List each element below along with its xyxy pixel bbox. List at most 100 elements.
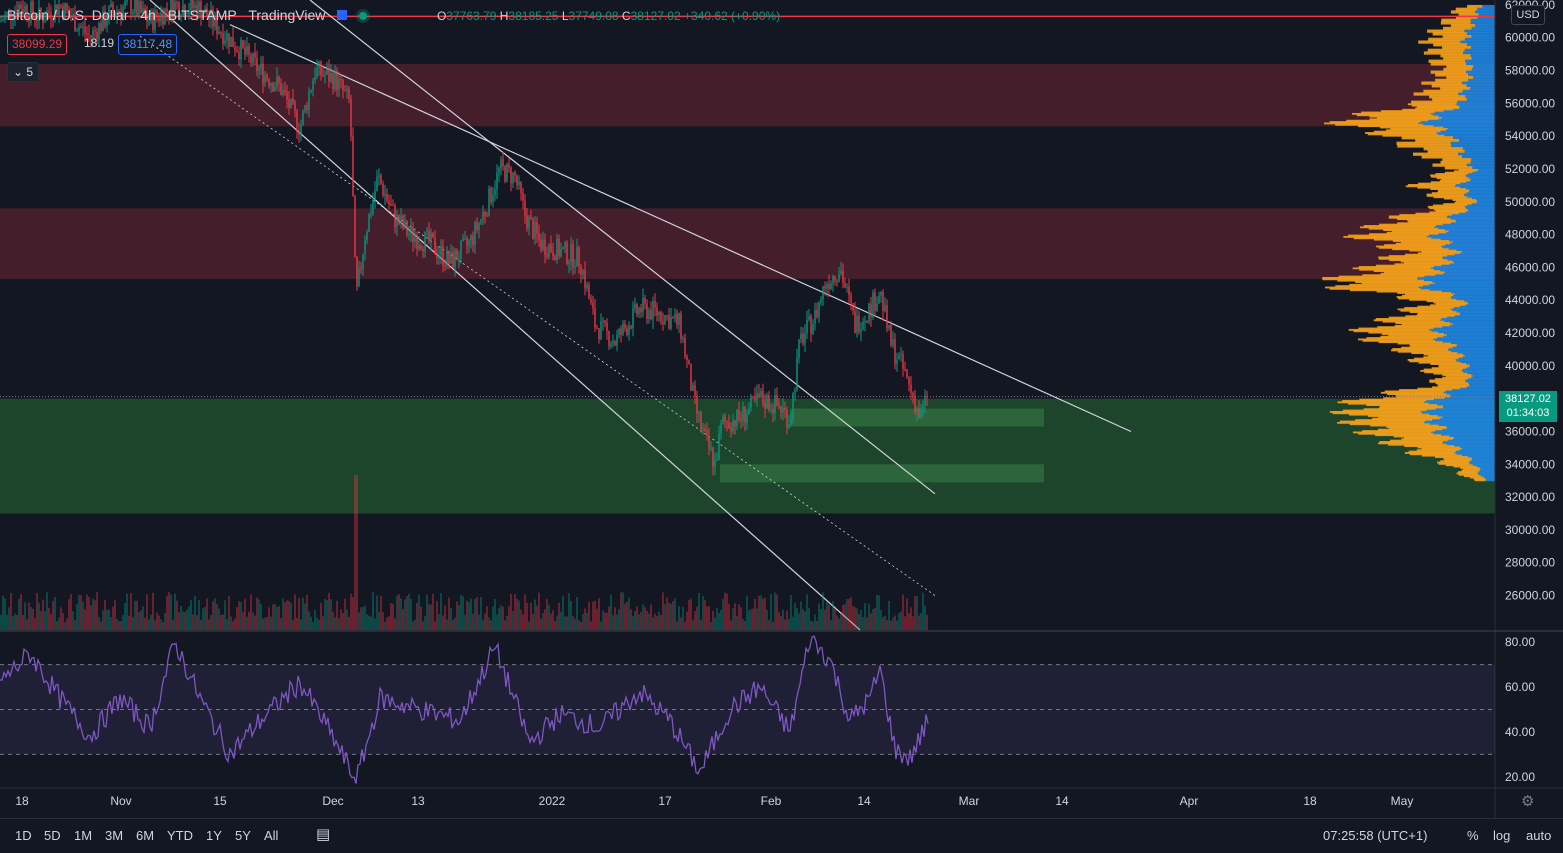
volume-profile-up-bar xyxy=(1443,126,1495,129)
volume-profile-up-bar xyxy=(1471,376,1495,379)
volume-profile-up-bar xyxy=(1451,292,1495,294)
currency-selector[interactable]: USD xyxy=(1511,5,1545,25)
clock-timezone[interactable]: 07:25:58 (UTC+1) xyxy=(1323,828,1428,843)
candle-body xyxy=(620,328,622,335)
candle-body xyxy=(758,393,760,398)
volume-profile-down-bar xyxy=(1388,255,1448,257)
timeframe-1m[interactable]: 1M xyxy=(74,828,93,843)
volume-profile-up-bar xyxy=(1433,432,1495,435)
candle-body xyxy=(442,246,444,266)
volume-profile-up-bar xyxy=(1444,229,1495,232)
volume-bar xyxy=(628,597,630,630)
volume-bar xyxy=(46,592,48,630)
auto-toggle[interactable]: auto xyxy=(1526,828,1552,843)
trend-line[interactable] xyxy=(149,0,861,631)
candle-body xyxy=(460,241,462,259)
candle-body xyxy=(202,13,204,19)
candle-body xyxy=(266,75,268,80)
timeframe-1y[interactable]: 1Y xyxy=(206,828,222,843)
candle-body xyxy=(126,0,128,2)
sell-button[interactable]: 38099.29 xyxy=(7,34,68,55)
volume-profile-up-bar xyxy=(1466,32,1495,36)
candle-body xyxy=(122,6,124,18)
volume-bar xyxy=(466,600,468,630)
buy-button[interactable]: 38117.48 xyxy=(118,34,178,55)
volume-bar xyxy=(722,598,724,630)
volume-profile-up-bar xyxy=(1444,320,1495,323)
volume-bar xyxy=(812,621,814,630)
candle-body xyxy=(506,164,508,182)
symbol-name[interactable]: Bitcoin / U.S. Dollar xyxy=(7,7,129,23)
candle-body xyxy=(720,423,722,434)
volume-profile-down-bar xyxy=(1363,225,1436,227)
volume-profile-down-bar xyxy=(1324,286,1419,289)
volume-profile-up-bar xyxy=(1482,4,1495,9)
candle-body xyxy=(216,15,218,34)
candle-body xyxy=(616,334,618,346)
trend-line[interactable] xyxy=(309,0,936,495)
volume-profile-up-bar xyxy=(1451,297,1495,300)
timeframe-5d[interactable]: 5D xyxy=(44,828,61,843)
candle-body xyxy=(730,427,732,432)
candle-body xyxy=(46,11,48,21)
volume-bar xyxy=(422,621,424,630)
indicators-collapse-button[interactable]: ⌄ 5 xyxy=(7,62,39,82)
volume-profile-up-bar xyxy=(1445,244,1495,247)
flag-icon[interactable] xyxy=(337,10,348,20)
volume-bar xyxy=(480,597,482,630)
volume-profile-up-bar xyxy=(1452,136,1495,140)
volume-bar xyxy=(200,619,202,630)
rsi-axis-tick: 40.00 xyxy=(1505,725,1535,739)
volume-profile-down-bar xyxy=(1396,296,1451,298)
volume-profile-up-bar xyxy=(1451,350,1495,353)
candle-body xyxy=(446,250,448,266)
volume-profile-down-bar xyxy=(1415,212,1460,215)
volume-profile-up-bar xyxy=(1455,220,1495,223)
volume-bar xyxy=(312,621,314,630)
volume-profile-up-bar xyxy=(1429,423,1495,426)
volume-profile-down-bar xyxy=(1418,361,1461,364)
timeframe-all[interactable]: All xyxy=(264,828,279,843)
candle-body xyxy=(434,237,436,254)
trend-line[interactable] xyxy=(139,35,936,596)
volume-profile-up-bar xyxy=(1444,333,1495,335)
volume-profile-down-bar xyxy=(1440,460,1471,463)
timeframe-3m[interactable]: 3M xyxy=(105,828,124,843)
volume-profile-up-bar xyxy=(1450,296,1495,298)
timeframe-ytd[interactable]: YTD xyxy=(167,828,193,843)
candle-body xyxy=(558,238,560,257)
volume-profile-down-bar xyxy=(1443,197,1473,200)
trend-line[interactable] xyxy=(229,24,1132,433)
candle-body xyxy=(832,276,834,284)
volume-profile-up-bar xyxy=(1450,395,1495,398)
gear-icon[interactable]: ⚙ xyxy=(1521,793,1535,810)
date-range-icon[interactable]: ▤ xyxy=(316,826,331,843)
volume-bar xyxy=(726,593,728,630)
price-axis-tick: 42000.00 xyxy=(1505,326,1555,340)
candle-body xyxy=(664,315,666,324)
change-value: +340.62 (+0.90%) xyxy=(684,9,781,23)
candle-body xyxy=(794,390,796,393)
volume-bar xyxy=(654,613,656,630)
volume-profile-down-bar xyxy=(1438,189,1470,192)
volume-profile-up-bar xyxy=(1470,86,1495,91)
volume-profile-down-bar xyxy=(1417,186,1461,189)
volume-profile-up-bar xyxy=(1465,95,1495,99)
timeframe-6m[interactable]: 6M xyxy=(136,828,155,843)
volume-bar xyxy=(112,606,114,630)
timeframe-5y[interactable]: 5Y xyxy=(235,828,251,843)
interval-label[interactable]: 4h xyxy=(140,7,156,23)
timeframe-1d[interactable]: 1D xyxy=(15,828,32,843)
volume-profile-up-bar xyxy=(1462,147,1495,151)
volume-bar xyxy=(554,620,556,630)
time-axis-tick: Apr xyxy=(1180,794,1199,808)
price-axis-tick: 60000.00 xyxy=(1505,31,1555,45)
volume-profile-up-bar xyxy=(1472,197,1495,200)
symbol-header[interactable]: Bitcoin / U.S. Dollar 4h BITSTAMP Tradin… xyxy=(7,7,375,23)
price-axis-tick: 54000.00 xyxy=(1505,129,1555,143)
volume-bar xyxy=(416,602,418,630)
log-toggle[interactable]: log xyxy=(1493,828,1511,843)
percent-toggle[interactable]: % xyxy=(1467,828,1479,843)
candle-body xyxy=(18,4,20,15)
